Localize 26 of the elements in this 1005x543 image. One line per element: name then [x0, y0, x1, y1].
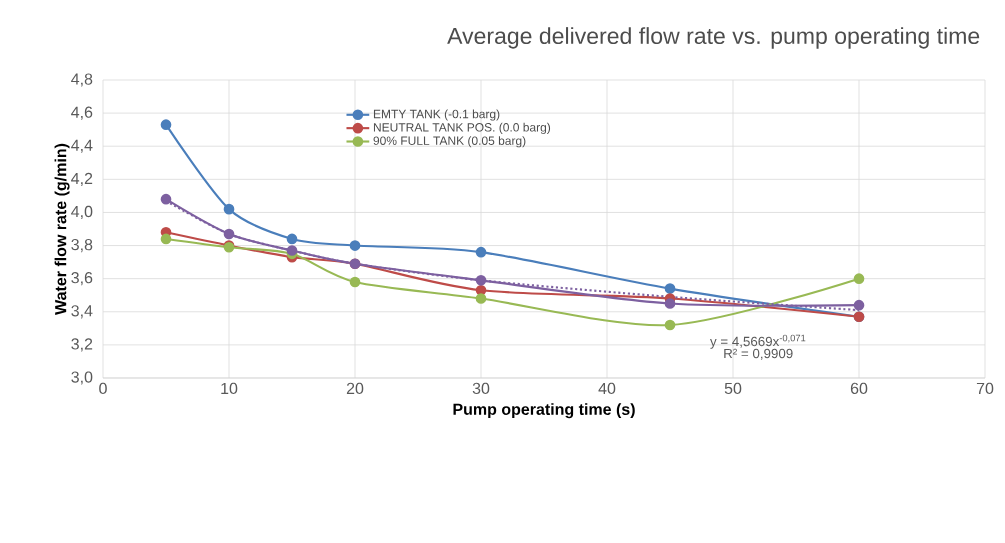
x-tick-label: 40: [598, 382, 616, 395]
legend-label: EMTY TANK (-0.1 barg): [373, 109, 500, 121]
annotation: y = 4,5669x$^{-0,071}$: [710, 334, 806, 349]
y-tick-label: 4,8: [71, 73, 93, 87]
annotation: R² = 0,9909: [724, 348, 793, 360]
x-tick-label: 60: [850, 382, 868, 395]
y-tick-label: 3,8: [71, 238, 93, 253]
legend-label: 90% FULL TANK (0.05 barg): [373, 136, 526, 148]
x-tick-label: 20: [346, 382, 364, 395]
x-tick-label: 50: [724, 382, 742, 395]
x-tick-label: 10: [221, 382, 238, 395]
x-tick-label: 70: [976, 382, 994, 395]
y-tick-label: 3,6: [71, 272, 93, 286]
y-axis-title: Water flow rate (g/min): [54, 143, 70, 315]
chart-title: Average delivered flow rate vs. pump operating time: [447, 27, 980, 49]
y-tick-label: 3,0: [71, 371, 93, 385]
y-tick-label: 3,4: [71, 305, 93, 319]
x-tick-label: 0: [99, 382, 107, 395]
y-tick-label: 4,2: [71, 172, 93, 186]
x-axis-title: Pump operating time (s): [453, 403, 635, 419]
y-tick-label: 4,4: [71, 139, 93, 153]
y-tick-label: 4,0: [71, 205, 93, 220]
y-tick-label: 3,2: [71, 338, 93, 352]
y-tick-label: 4,6: [71, 106, 93, 120]
x-tick-label: 30: [472, 382, 490, 395]
legend-label: NEUTRAL TANK POS. (0.0 barg): [373, 122, 551, 134]
